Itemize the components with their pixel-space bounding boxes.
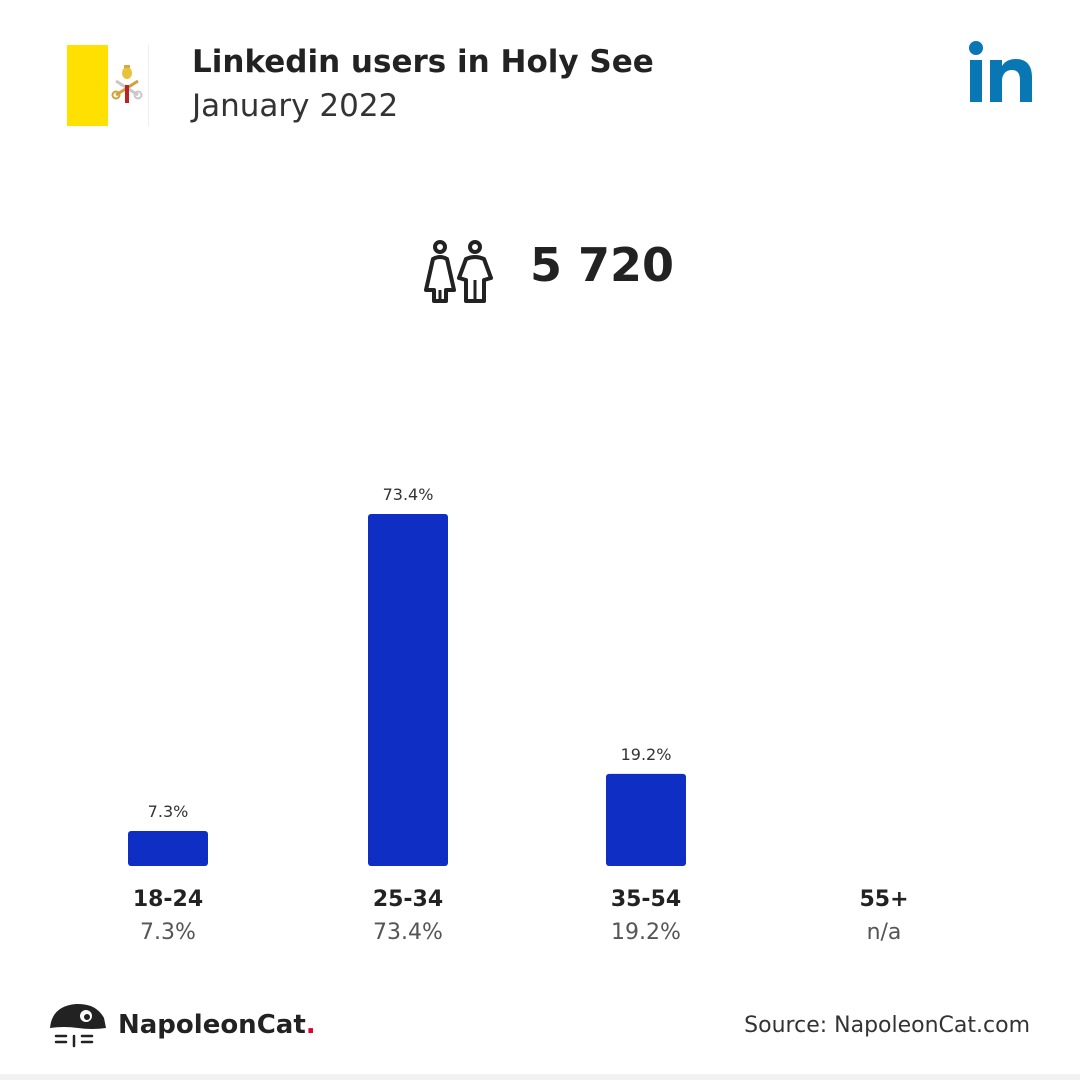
category-value: 7.3% xyxy=(140,920,196,945)
category-value: n/a xyxy=(867,920,902,945)
holy-see-flag-icon xyxy=(67,45,149,126)
category-label: 35-54 xyxy=(611,887,681,912)
people-icon xyxy=(424,240,493,303)
bar-value-label: 73.4% xyxy=(383,485,434,504)
category-label: 25-34 xyxy=(373,887,443,912)
bar-25-34 xyxy=(368,514,448,866)
age-bar-chart: 7.3% 18-24 7.3% 73.4% 25-34 73.4% 19.2% 35-54 19… xyxy=(128,485,909,945)
total-users-value: 5 720 xyxy=(530,238,675,292)
page-title: Linkedin users in Holy See xyxy=(192,44,654,80)
page-subtitle: January 2022 xyxy=(192,88,399,124)
bar-value-label: 7.3% xyxy=(148,802,189,821)
category-label: 55+ xyxy=(859,887,908,912)
category-value: 19.2% xyxy=(611,920,681,945)
bottom-divider xyxy=(0,1074,1080,1080)
brand-dot: . xyxy=(305,1010,316,1040)
category-label: 18-24 xyxy=(133,887,203,912)
linkedin-icon xyxy=(969,41,1032,102)
bar-35-54 xyxy=(606,773,686,866)
brand-name: NapoleonCat. xyxy=(118,1010,316,1040)
bar-18-24 xyxy=(128,830,208,866)
category-value: 73.4% xyxy=(373,920,443,945)
brand-name-text: NapoleonCat xyxy=(118,1010,306,1040)
bar-value-label: 19.2% xyxy=(621,745,672,764)
source-text: Source: NapoleonCat.com xyxy=(744,1013,1030,1038)
napoleoncat-logo-icon xyxy=(50,1003,106,1048)
